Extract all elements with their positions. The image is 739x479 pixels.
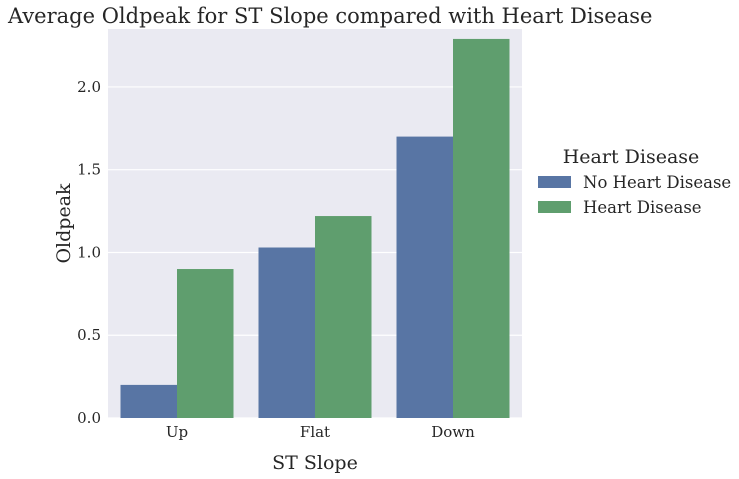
legend: Heart Disease No Heart Disease Heart Dise…	[538, 146, 731, 217]
legend-label: No Heart Disease	[583, 173, 731, 192]
chart-title: Average Oldpeak for ST Slope compared wi…	[7, 4, 652, 28]
legend-label: Heart Disease	[583, 198, 702, 217]
y-axis-ticks: 0.0 0.5 1.0 1.5 2.0	[77, 78, 101, 427]
bar	[177, 269, 234, 418]
y-tick-label: 1.0	[77, 243, 101, 261]
y-tick-label: 0.5	[77, 326, 101, 344]
y-tick-label: 0.0	[77, 409, 101, 427]
bar	[453, 38, 510, 418]
bar	[258, 247, 315, 418]
legend-title: Heart Disease	[563, 146, 700, 168]
x-tick-label: Flat	[300, 423, 330, 441]
x-axis-label: ST Slope	[272, 452, 358, 474]
legend-swatch	[538, 201, 571, 213]
x-tick-label: Down	[431, 423, 475, 441]
x-axis-ticks: Up Flat Down	[166, 423, 475, 441]
y-axis-label: Oldpeak	[53, 183, 75, 264]
legend-items: No Heart Disease Heart Disease	[538, 173, 731, 217]
bar	[315, 216, 372, 418]
x-tick-label: Up	[166, 423, 188, 441]
bar	[120, 384, 177, 418]
bar	[396, 136, 453, 418]
y-tick-label: 2.0	[77, 78, 101, 96]
y-tick-label: 1.5	[77, 161, 101, 179]
legend-swatch	[538, 176, 571, 188]
bars	[120, 38, 510, 418]
